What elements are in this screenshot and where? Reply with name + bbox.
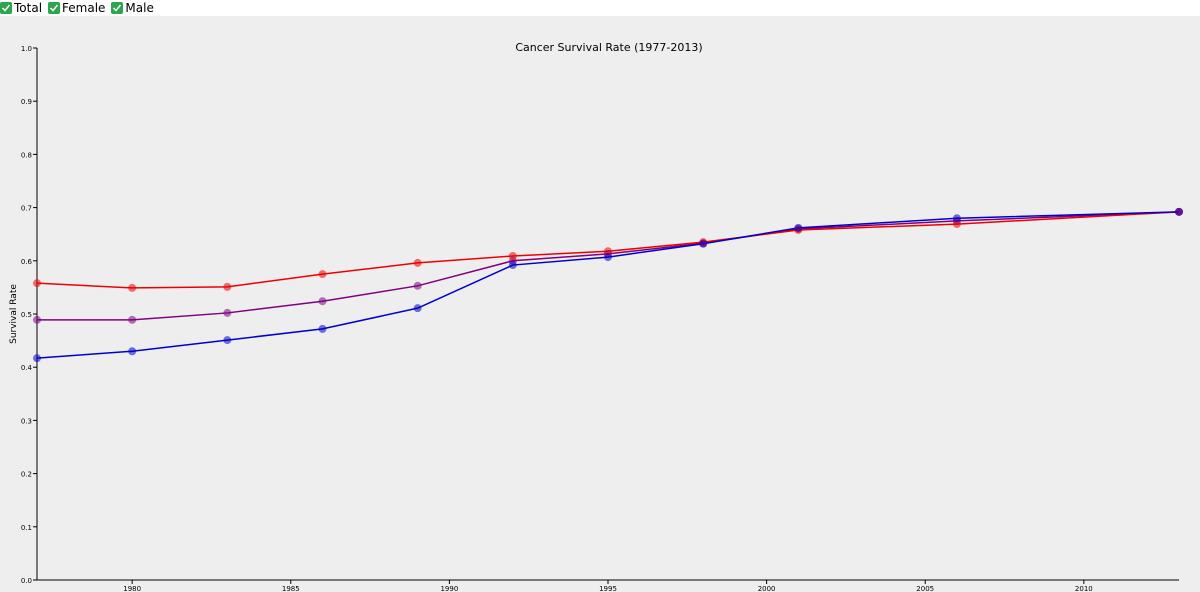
x-tick-label: 1985 — [282, 585, 300, 592]
y-tick-label: 0.3 — [21, 417, 32, 425]
x-tick-label: 2005 — [916, 585, 934, 592]
data-point — [952, 214, 961, 223]
checkbox[interactable] — [111, 2, 124, 14]
y-axis-label: Survival Rate — [9, 284, 19, 344]
data-point — [223, 282, 232, 291]
legend-label: Total — [14, 1, 43, 15]
x-tick-label: 2010 — [1075, 585, 1093, 592]
data-point — [699, 239, 708, 248]
data-point — [318, 270, 327, 279]
data-point — [33, 354, 41, 363]
data-point — [223, 308, 232, 317]
y-tick-label: 0.1 — [21, 524, 32, 532]
y-tick-label: 0.5 — [21, 311, 32, 319]
y-tick-label: 0.6 — [21, 258, 33, 266]
data-point — [128, 283, 137, 292]
y-tick-label: 0.8 — [21, 151, 32, 159]
data-point — [604, 253, 612, 262]
data-point — [604, 247, 612, 256]
y-tick-label: 0.0 — [21, 577, 32, 585]
chart-background — [0, 16, 1200, 592]
data-point — [413, 281, 422, 290]
y-tick-label: 0.7 — [21, 205, 32, 213]
legend-toggle[interactable]: Total — [0, 1, 42, 15]
y-tick-label: 0.2 — [21, 471, 32, 479]
chart: Cancer Survival Rate (1977-2013) Surviva… — [0, 16, 1200, 592]
legend-toggle[interactable]: Male — [111, 1, 154, 15]
data-point — [128, 347, 137, 356]
x-tick-label: 2000 — [758, 585, 776, 592]
data-point — [318, 297, 327, 306]
data-point — [33, 315, 41, 324]
checkbox[interactable] — [48, 2, 61, 14]
legend-label: Female — [62, 1, 106, 15]
data-point — [223, 336, 232, 345]
legend-label: Male — [125, 1, 154, 15]
checkbox[interactable] — [0, 2, 12, 14]
data-point — [1175, 207, 1183, 216]
y-tick-label: 1.0 — [21, 45, 32, 53]
data-point — [952, 220, 961, 229]
x-tick-label: 1990 — [440, 585, 458, 592]
data-point — [413, 304, 422, 313]
data-point — [508, 252, 517, 261]
y-tick-label: 0.4 — [21, 364, 33, 372]
data-point — [508, 261, 517, 270]
legend-toggle[interactable]: Female — [48, 1, 105, 15]
data-point — [413, 258, 422, 267]
data-point — [33, 279, 41, 288]
x-tick-label: 1995 — [599, 585, 617, 592]
y-tick-label: 0.9 — [21, 98, 32, 106]
legend: Total Female Male — [0, 0, 154, 16]
x-tick-label: 1980 — [123, 585, 141, 592]
data-point — [318, 324, 327, 333]
data-point — [794, 223, 803, 232]
data-point — [128, 315, 137, 324]
chart-title: Cancer Survival Rate (1977-2013) — [515, 41, 702, 54]
